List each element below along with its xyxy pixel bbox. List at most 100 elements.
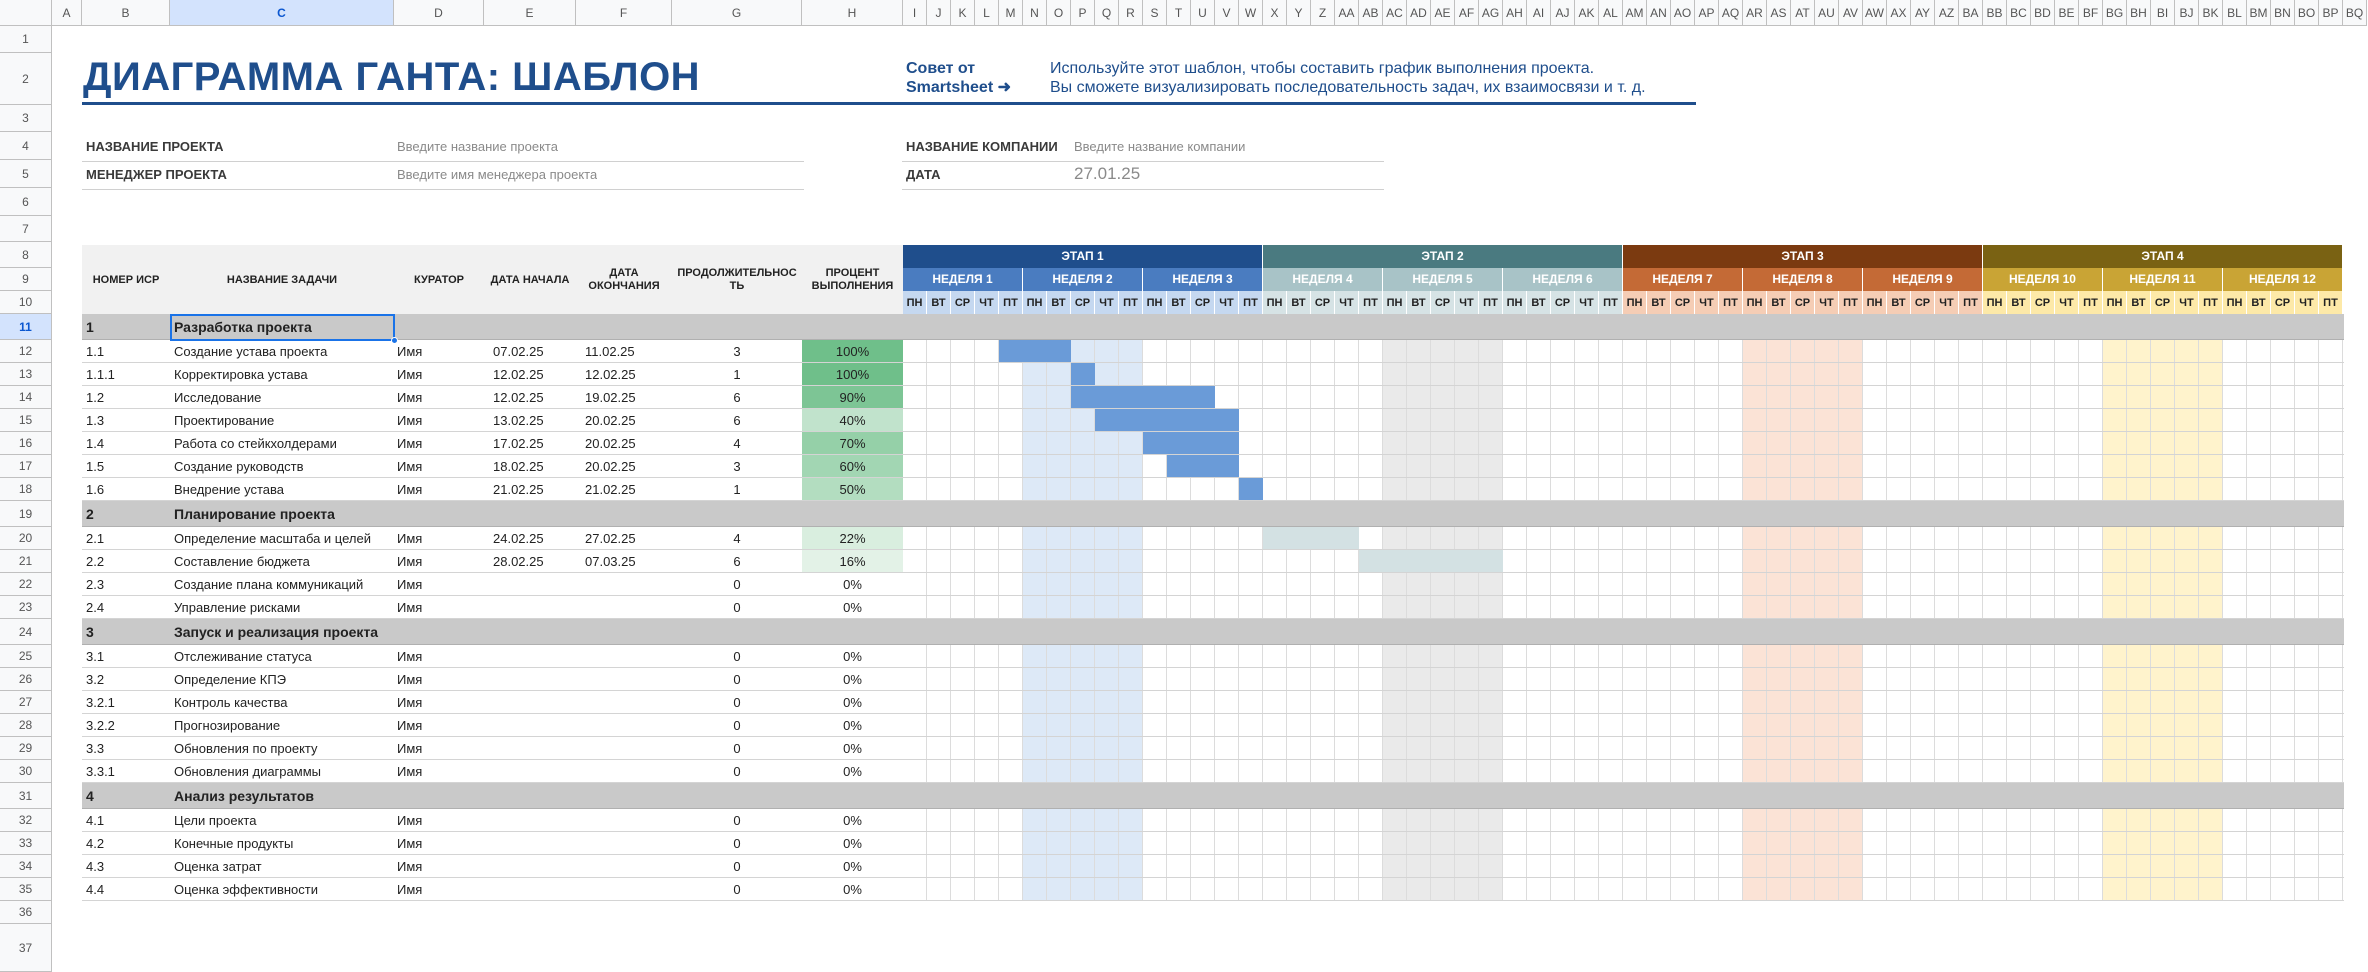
gantt-cell[interactable] — [2175, 645, 2199, 667]
gantt-cell[interactable] — [1335, 737, 1359, 759]
task-percent[interactable]: 60% — [802, 455, 903, 477]
gantt-cell[interactable] — [927, 760, 951, 782]
gantt-cell[interactable] — [927, 878, 951, 900]
gantt-cell[interactable] — [1503, 478, 1527, 500]
task-name[interactable]: Определение КПЭ — [174, 671, 287, 687]
task-name[interactable]: Работа со стейкхолдерами — [174, 435, 337, 451]
gantt-cell[interactable] — [903, 527, 927, 549]
gantt-cell[interactable] — [2007, 386, 2031, 408]
task-name[interactable]: Исследование — [174, 389, 262, 405]
row-header-25[interactable]: 25 — [0, 645, 52, 668]
column-header-ac[interactable]: AC — [1383, 0, 1407, 26]
gantt-cell[interactable] — [2295, 596, 2319, 618]
gantt-cell[interactable] — [927, 432, 951, 454]
gantt-cell[interactable] — [1239, 737, 1263, 759]
gantt-cell[interactable] — [1071, 432, 1095, 454]
gantt-cell[interactable] — [2127, 573, 2151, 595]
gantt-cell[interactable] — [1647, 409, 1671, 431]
gantt-cell[interactable] — [2127, 714, 2151, 736]
gantt-cell[interactable] — [1575, 550, 1599, 572]
gantt-cell[interactable] — [1647, 714, 1671, 736]
gantt-cell[interactable] — [1407, 714, 1431, 736]
gantt-cell[interactable] — [1311, 596, 1335, 618]
task-owner[interactable]: Имя — [397, 740, 423, 756]
task-end[interactable] — [585, 573, 675, 595]
gantt-cell[interactable] — [1263, 596, 1287, 618]
task-start[interactable] — [493, 668, 583, 690]
gantt-cell[interactable] — [1575, 691, 1599, 713]
gantt-cell[interactable] — [2103, 573, 2127, 595]
gantt-cell[interactable] — [2031, 855, 2055, 877]
gantt-cell[interactable] — [1119, 855, 1143, 877]
gantt-cell[interactable] — [1287, 340, 1311, 362]
gantt-cell[interactable] — [2271, 386, 2295, 408]
gantt-cell[interactable] — [951, 527, 975, 549]
gantt-cell[interactable] — [1335, 809, 1359, 831]
task-end[interactable] — [585, 832, 675, 854]
gantt-cell[interactable] — [1071, 668, 1095, 690]
gantt-cell[interactable] — [1527, 409, 1551, 431]
gantt-cell[interactable] — [1839, 478, 1863, 500]
gantt-cell[interactable] — [1359, 737, 1383, 759]
gantt-cell[interactable] — [2055, 855, 2079, 877]
gantt-cell[interactable] — [1863, 668, 1887, 690]
gantt-cell[interactable] — [2175, 573, 2199, 595]
gantt-cell[interactable] — [1503, 737, 1527, 759]
gantt-cell[interactable] — [1047, 550, 1071, 572]
gantt-cell[interactable] — [1863, 714, 1887, 736]
gantt-cell[interactable] — [1887, 340, 1911, 362]
gantt-cell[interactable] — [1935, 550, 1959, 572]
gantt-cell[interactable] — [2103, 714, 2127, 736]
gantt-cell[interactable] — [1551, 409, 1575, 431]
gantt-cell[interactable] — [975, 363, 999, 385]
gantt-cell[interactable] — [1071, 596, 1095, 618]
gantt-cell[interactable] — [2103, 386, 2127, 408]
gantt-cell[interactable] — [1863, 691, 1887, 713]
gantt-cell[interactable] — [2295, 645, 2319, 667]
gantt-cell[interactable] — [2103, 832, 2127, 854]
gantt-cell[interactable] — [2127, 409, 2151, 431]
gantt-cell[interactable] — [2319, 478, 2343, 500]
gantt-cell[interactable] — [1791, 386, 1815, 408]
gantt-cell[interactable] — [1743, 691, 1767, 713]
task-owner[interactable]: Имя — [397, 648, 423, 664]
task-wbs[interactable]: 2.4 — [86, 599, 105, 615]
gantt-cell[interactable] — [1095, 478, 1119, 500]
gantt-cell[interactable] — [1647, 340, 1671, 362]
gantt-cell[interactable] — [1959, 432, 1983, 454]
gantt-cell[interactable] — [2295, 455, 2319, 477]
gantt-cell[interactable] — [1647, 737, 1671, 759]
gantt-cell[interactable] — [2271, 645, 2295, 667]
gantt-cell[interactable] — [903, 340, 927, 362]
column-header-bj[interactable]: BJ — [2175, 0, 2199, 26]
gantt-cell[interactable] — [1239, 432, 1263, 454]
gantt-cell[interactable] — [1119, 645, 1143, 667]
task-owner[interactable]: Имя — [397, 576, 423, 592]
gantt-cell[interactable] — [1719, 409, 1743, 431]
gantt-cell[interactable] — [2079, 855, 2103, 877]
gantt-cell[interactable] — [1383, 809, 1407, 831]
gantt-cell[interactable] — [1575, 714, 1599, 736]
gantt-cell[interactable] — [2223, 809, 2247, 831]
gantt-cell[interactable] — [1047, 478, 1071, 500]
gantt-cell[interactable] — [1407, 737, 1431, 759]
gantt-cell[interactable] — [903, 809, 927, 831]
gantt-cell[interactable] — [1623, 809, 1647, 831]
gantt-cell[interactable] — [2199, 409, 2223, 431]
gantt-cell[interactable] — [1767, 432, 1791, 454]
gantt-cell[interactable] — [1239, 809, 1263, 831]
gantt-cell[interactable] — [1095, 550, 1119, 572]
task-start[interactable] — [493, 760, 583, 782]
gantt-cell[interactable] — [1887, 409, 1911, 431]
gantt-cell[interactable] — [1095, 432, 1119, 454]
gantt-cell[interactable] — [2079, 340, 2103, 362]
gantt-cell[interactable] — [1815, 691, 1839, 713]
column-header-bn[interactable]: BN — [2271, 0, 2295, 26]
gantt-cell[interactable] — [1695, 573, 1719, 595]
gantt-cell[interactable] — [1311, 832, 1335, 854]
gantt-cell[interactable] — [1527, 340, 1551, 362]
gantt-cell[interactable] — [1791, 596, 1815, 618]
gantt-cell[interactable] — [1095, 878, 1119, 900]
gantt-cell[interactable] — [1335, 363, 1359, 385]
gantt-cell[interactable] — [1959, 737, 1983, 759]
